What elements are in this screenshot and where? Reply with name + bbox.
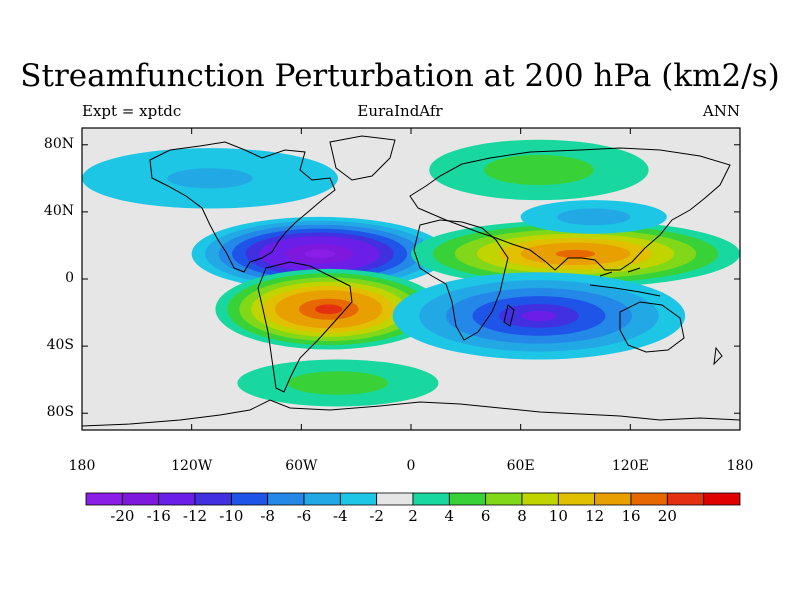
coastline-new-zealand: [713, 346, 723, 366]
colorbar-label: -4: [333, 507, 348, 525]
colorbar-swatch: [303, 492, 341, 506]
colorbar-swatch: [485, 492, 523, 506]
x-tick-label: 60E: [506, 458, 535, 474]
colorbar-swatch: [230, 492, 269, 506]
y-tick-label: 40S: [46, 337, 74, 354]
colorbar-swatch: [630, 492, 668, 506]
colorbar-swatch: [194, 492, 232, 506]
experiment-label: Expt = xptdc: [82, 102, 182, 120]
colorbar-swatch: [594, 492, 632, 506]
y-tick-label: 80N: [43, 135, 74, 152]
contour-band: [167, 168, 253, 189]
region-label: EuraIndAfr: [357, 102, 443, 120]
colorbar-label: -20: [110, 507, 135, 525]
colorbar-swatch: [412, 492, 450, 506]
colorbar-swatch: [376, 492, 414, 506]
x-tick-label: 180: [68, 458, 96, 474]
coastline-north-america: [149, 141, 336, 273]
x-tick-label: 60W: [285, 458, 318, 474]
colorbar-label: 10: [548, 507, 568, 525]
coastline-australia: [619, 301, 685, 353]
contour-band: [484, 154, 594, 186]
x-tick-label: 120W: [171, 458, 213, 474]
coastline-eurasia: [409, 147, 731, 271]
colorbar-label: 12: [585, 507, 605, 525]
contour-band: [304, 249, 335, 259]
colorbar-swatch: [557, 492, 596, 506]
colorbar-label: 8: [517, 507, 527, 525]
colorbar-label: -2: [369, 507, 384, 525]
coastline-south-america: [257, 261, 353, 393]
x-tick-label: 180: [726, 458, 754, 474]
colorbar-label: 16: [621, 507, 641, 525]
colorbar-swatch: [703, 492, 741, 506]
colorbar-label: -8: [260, 507, 275, 525]
coastline-greenland: [329, 135, 396, 181]
colorbar-label: 6: [480, 507, 491, 525]
y-tick-label: 0: [65, 270, 74, 286]
contour-band: [521, 310, 557, 322]
coastline-africa: [413, 219, 509, 341]
y-tick-label: 80S: [46, 404, 74, 421]
colorbar-label: -10: [219, 507, 244, 525]
colorbar-swatch: [666, 492, 705, 506]
colorbar-swatch: [521, 492, 559, 506]
colorbar-label: 20: [657, 507, 677, 525]
colorbar-swatch: [339, 492, 378, 506]
contour-band: [557, 208, 631, 226]
y-tick-label: 40N: [43, 202, 74, 219]
coastline-madagascar: [503, 304, 515, 327]
contour-band: [287, 371, 389, 395]
colorbar-label: -16: [146, 507, 171, 525]
chart-title: Streamfunction Perturbation at 200 hPa (…: [20, 58, 780, 94]
colorbar-label: -6: [296, 507, 312, 525]
x-tick-label: 120E: [611, 458, 649, 474]
contour-band: [315, 304, 343, 315]
colorbar-label: 4: [444, 507, 455, 525]
x-tick-label: 0: [406, 458, 416, 474]
season-label: ANN: [702, 102, 740, 120]
colorbar-swatch: [448, 492, 487, 506]
colorbar-swatch: [121, 492, 160, 506]
colorbar-label: 2: [408, 507, 418, 525]
coastline-antarctica: [82, 399, 740, 427]
colorbar-swatch: [158, 492, 196, 506]
colorbar-swatch: [267, 492, 305, 506]
coastline-indonesia: [589, 267, 661, 297]
contour-band: [555, 249, 596, 258]
colorbar-swatch: [85, 492, 123, 506]
colorbar-label: -12: [182, 507, 208, 525]
